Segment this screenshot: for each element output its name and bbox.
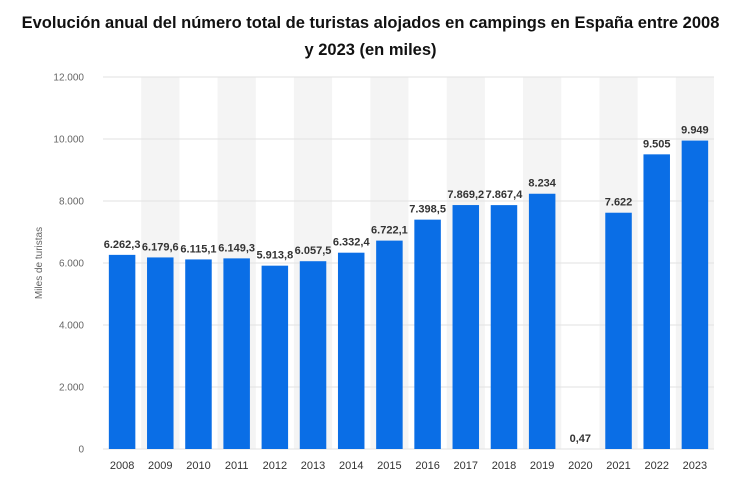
data-label: 7.869,2 [447, 189, 484, 201]
x-tick-label: 2010 [186, 460, 210, 472]
x-tick-label: 2013 [301, 460, 325, 472]
bar [452, 205, 480, 449]
x-tick-label: 2019 [530, 460, 554, 472]
data-label: 8.234 [528, 178, 556, 190]
y-tick-label: 0 [78, 445, 84, 456]
data-label: 0,47 [570, 433, 591, 445]
bar [490, 205, 518, 449]
x-tick-label: 2020 [568, 460, 592, 472]
y-tick-label: 10.000 [53, 135, 84, 146]
x-tick-label: 2016 [415, 460, 439, 472]
x-tick-label: 2012 [263, 460, 287, 472]
x-tick-label: 2022 [644, 460, 668, 472]
x-tick-label: 2015 [377, 460, 401, 472]
data-label: 6.332,4 [333, 237, 371, 249]
bar [337, 252, 365, 449]
y-tick-label: 6.000 [59, 259, 84, 270]
x-tick-label: 2018 [492, 460, 516, 472]
x-tick-label: 2021 [606, 460, 630, 472]
x-tick-label: 2023 [683, 460, 707, 472]
bar [185, 259, 212, 449]
bar [528, 193, 556, 449]
x-tick-label: 2011 [225, 460, 249, 472]
bar [108, 254, 136, 449]
data-label: 6.722,1 [371, 225, 408, 237]
x-tick-label: 2009 [148, 460, 172, 472]
data-label: 6.262,3 [104, 239, 141, 251]
y-axis-label: Miles de turistas [34, 227, 45, 299]
data-label: 9.505 [643, 138, 671, 150]
y-tick-label: 8.000 [59, 197, 84, 208]
bar [643, 154, 670, 449]
data-label: 6.057,5 [295, 245, 332, 257]
y-tick-label: 2.000 [59, 383, 84, 394]
bar [147, 257, 174, 449]
data-label: 5.913,8 [256, 250, 293, 262]
chart-title: Evolución anual del número total de turi… [21, 14, 720, 59]
x-tick-label: 2017 [454, 460, 478, 472]
data-label: 9.949 [681, 125, 709, 137]
y-tick-label: 4.000 [59, 321, 84, 332]
bar [223, 258, 250, 449]
bar [299, 261, 327, 449]
data-label: 7.867,4 [486, 189, 524, 201]
bar [376, 240, 403, 449]
bar [605, 212, 632, 449]
bar [681, 140, 709, 449]
data-label: 7.398,5 [409, 204, 446, 216]
data-label: 6.115,1 [180, 243, 216, 255]
data-label: 7.622 [605, 197, 633, 209]
bar [261, 265, 289, 449]
y-tick-label: 12.000 [53, 73, 84, 84]
data-label: 6.179,6 [142, 241, 179, 253]
data-label: 6.149,3 [218, 242, 255, 254]
bar [414, 219, 441, 449]
x-tick-label: 2008 [110, 460, 134, 472]
x-tick-label: 2014 [339, 460, 363, 472]
